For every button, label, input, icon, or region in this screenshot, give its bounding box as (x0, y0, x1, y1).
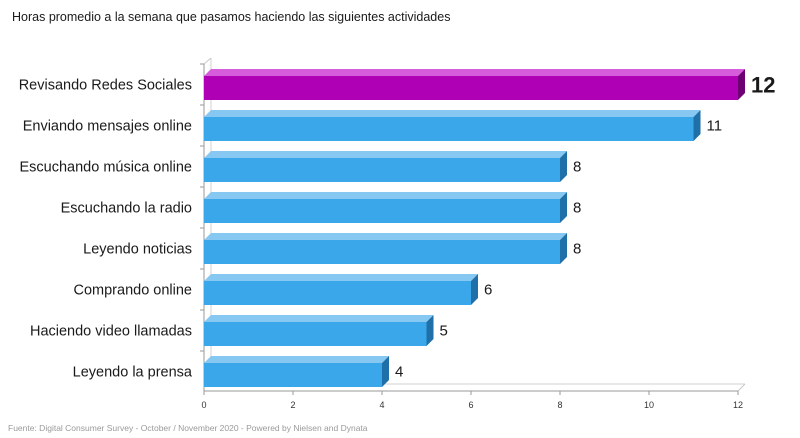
chart-title: Horas promedio a la semana que pasamos h… (12, 10, 451, 24)
bar-value-label: 4 (395, 364, 403, 381)
category-label: Escuchando la radio (61, 201, 192, 217)
bar (204, 117, 694, 141)
bar-top-face (204, 151, 567, 158)
bar-side-face (560, 192, 567, 223)
bar-value-label: 12 (751, 73, 775, 98)
bar (204, 281, 471, 305)
x-tick-label: 12 (733, 400, 743, 410)
x-tick-label: 6 (468, 400, 473, 410)
bar-side-face (471, 274, 478, 305)
category-label: Revisando Redes Sociales (19, 78, 192, 94)
bar-top-face (204, 274, 478, 281)
bar-side-face (426, 315, 434, 346)
bar-top-face (204, 356, 389, 363)
x-tick-label: 2 (290, 400, 295, 410)
bar-value-label: 8 (573, 200, 581, 217)
bar-side-face (382, 356, 389, 387)
x-tick-label: 0 (201, 400, 206, 410)
bar-side-face (738, 69, 745, 100)
bar-top-face (204, 192, 567, 199)
bar-value-label: 6 (484, 282, 492, 299)
bar (204, 199, 560, 223)
bar (204, 158, 560, 182)
bar (204, 322, 427, 346)
bar-top-face (204, 233, 567, 240)
x-tick-label: 4 (379, 400, 384, 410)
bar-value-label: 5 (440, 323, 448, 340)
bar-side-face (560, 151, 567, 182)
bar (204, 363, 382, 387)
bar-top-face (204, 315, 434, 322)
bar-value-label: 8 (573, 159, 581, 176)
category-label: Enviando mensajes online (23, 119, 192, 135)
x-tick-label: 8 (557, 400, 562, 410)
category-label: Leyendo la prensa (73, 365, 193, 381)
category-label: Leyendo noticias (83, 242, 192, 258)
chart-source: Fuente: Digital Consumer Survey - Octobe… (8, 423, 368, 433)
chart-floor-edge (737, 383, 746, 392)
bar-top-face (204, 110, 701, 117)
bar (204, 240, 560, 264)
bar-side-face (693, 110, 701, 141)
bar (204, 76, 738, 100)
chart-wall-edge (203, 57, 212, 65)
bar-value-label: 11 (707, 118, 723, 135)
bar-top-face (204, 69, 745, 76)
category-label: Escuchando música online (20, 160, 193, 176)
bar-side-face (560, 233, 567, 264)
category-label: Comprando online (74, 283, 193, 299)
category-label: Haciendo video llamadas (30, 324, 192, 340)
x-tick-label: 10 (644, 400, 654, 410)
bar-value-label: 8 (573, 241, 581, 258)
